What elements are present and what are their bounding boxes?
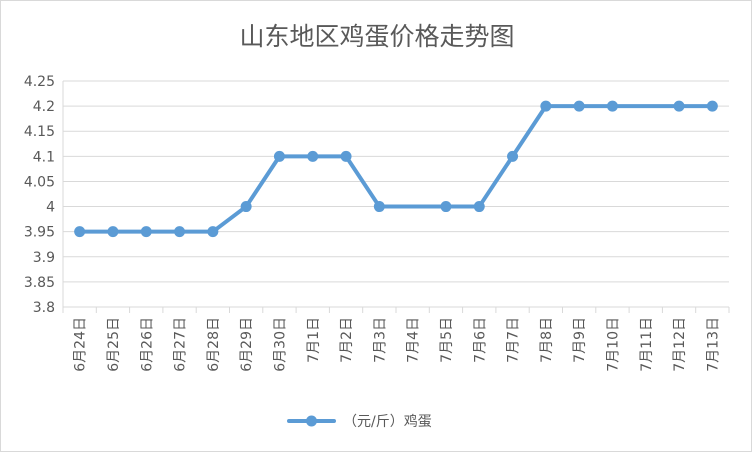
x-tick-label: 6月28日: [206, 317, 222, 372]
y-tick-label: 4.25: [24, 74, 55, 90]
x-tick-label: 7月9日: [572, 317, 588, 363]
y-tick-label: 4.05: [24, 174, 55, 190]
data-point: [74, 226, 86, 238]
y-tick-label: 4: [46, 200, 55, 216]
data-point: [673, 100, 685, 112]
y-tick-label: 4.1: [33, 149, 55, 165]
series-layer: [74, 100, 718, 238]
gridlines: [62, 80, 729, 308]
legend-label: （元/斤）鸡蛋: [343, 413, 432, 430]
x-tick-label: 7月3日: [372, 317, 388, 363]
data-point: [207, 226, 219, 238]
x-tick-label: 7月6日: [472, 317, 488, 363]
x-tick-label: 7月13日: [705, 317, 721, 372]
x-tick-label: 7月10日: [605, 317, 621, 372]
data-point: [473, 201, 485, 213]
x-tick-label: 7月2日: [339, 317, 355, 363]
y-axis-ticks: 3.8 3.85 3.9 3.95 4 4.05 4.1 4.15 4.2 4.25: [24, 74, 55, 316]
x-tick-label: 7月1日: [306, 317, 322, 363]
data-point: [340, 150, 352, 162]
data-point: [573, 100, 585, 112]
legend: （元/斤）鸡蛋: [287, 413, 432, 430]
data-point: [174, 226, 186, 238]
x-tick-label: 6月24日: [73, 317, 89, 372]
data-point: [540, 100, 552, 112]
x-tick-label: 7月12日: [672, 317, 688, 372]
y-tick-label: 3.85: [24, 275, 55, 291]
x-tick-label: 6月27日: [173, 317, 189, 372]
x-tick-label: 6月29日: [239, 317, 255, 372]
data-point: [373, 201, 385, 213]
data-point: [107, 226, 119, 238]
data-point: [440, 201, 452, 213]
legend-marker-swatch: [306, 415, 317, 427]
x-tick-label: 6月26日: [139, 317, 155, 372]
y-tick-label: 3.9: [33, 250, 55, 266]
x-tick-label: 7月8日: [539, 317, 555, 363]
data-point: [706, 100, 718, 112]
data-point: [507, 150, 519, 162]
x-tick-label: 7月4日: [406, 317, 422, 363]
data-point: [140, 226, 152, 238]
data-point: [273, 150, 285, 162]
x-axis-ticks: 6月24日 6月25日 6月26日 6月27日 6月28日 6月29日 6月30日 7月1日 7…: [62, 307, 730, 372]
y-tick-label: 4.15: [24, 124, 55, 140]
x-tick-label: 7月7日: [506, 317, 522, 363]
series-line: [77, 104, 715, 234]
y-tick-label: 3.95: [24, 225, 55, 241]
x-tick-label: 6月25日: [106, 317, 122, 372]
data-point: [606, 100, 618, 112]
x-tick-label: 7月11日: [639, 317, 655, 372]
x-tick-label: 6月30日: [272, 317, 288, 372]
data-point: [307, 150, 319, 162]
y-tick-label: 4.2: [33, 99, 55, 115]
x-tick-label: 7月5日: [439, 317, 455, 363]
chart-title: 山东地区鸡蛋价格走势图: [239, 22, 514, 51]
y-tick-label: 3.8: [33, 300, 55, 316]
data-point: [240, 201, 252, 213]
